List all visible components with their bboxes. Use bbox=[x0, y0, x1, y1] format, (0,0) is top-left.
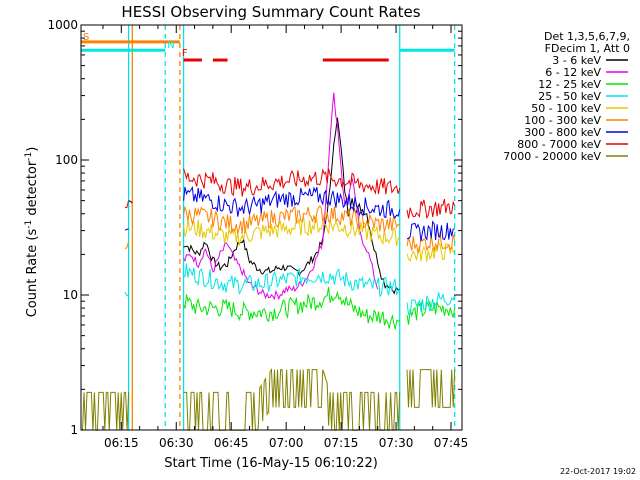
series-1 bbox=[183, 92, 379, 301]
legend-label-6: 300 - 800 keV bbox=[524, 126, 601, 139]
y-axis-title-sup2: -1 bbox=[24, 152, 34, 161]
y-tick-label-3: 1000 bbox=[47, 18, 78, 32]
series-3-line-2 bbox=[406, 292, 456, 316]
axes: 1 10 100 1000 06:15 06:30 06:45 07:00 07:15 07:30… bbox=[47, 18, 468, 450]
flag-label-N: N bbox=[167, 40, 174, 51]
flag-label-F: F bbox=[182, 48, 188, 59]
x-tick-label-0: 06:15 bbox=[104, 436, 139, 450]
series-7-line-1 bbox=[183, 168, 401, 197]
legend-label-3: 25 - 50 keV bbox=[538, 90, 601, 103]
x-tick-label-1: 06:30 bbox=[159, 436, 194, 450]
flag-bars: S NF bbox=[81, 32, 455, 62]
series-4-line-1 bbox=[406, 241, 455, 263]
legend-header-1: Det 1,3,5,6,7,9, bbox=[544, 30, 630, 43]
y-axis-title-sup1: -1 bbox=[24, 220, 34, 229]
time-markers bbox=[127, 25, 456, 430]
series-2-line-1 bbox=[406, 299, 456, 325]
series-5-line-1 bbox=[183, 205, 400, 235]
x-tick-label-3: 07:00 bbox=[269, 436, 304, 450]
y-axis-title-end: ) bbox=[25, 147, 40, 152]
series-7 bbox=[124, 168, 456, 220]
x-tick-label-5: 07:30 bbox=[379, 436, 414, 450]
legend-label-7: 800 - 7000 keV bbox=[517, 138, 601, 151]
x-tick-label-2: 06:45 bbox=[214, 436, 249, 450]
series-1-line-0 bbox=[183, 92, 379, 301]
series-3 bbox=[124, 263, 456, 316]
series-0-line-0 bbox=[128, 200, 133, 204]
series-6 bbox=[124, 185, 455, 242]
chart-title: HESSI Observing Summary Count Rates bbox=[121, 3, 420, 21]
y-axis-title-mid: detector bbox=[25, 160, 40, 220]
legend-label-4: 50 - 100 keV bbox=[531, 102, 601, 115]
series-3-line-0 bbox=[124, 291, 129, 297]
y-tick-label-0: 1 bbox=[70, 423, 78, 437]
plot-border bbox=[80, 24, 463, 431]
legend-label-5: 100 - 300 keV bbox=[524, 114, 601, 127]
legend-label-1: 6 - 12 keV bbox=[545, 66, 601, 79]
series-3-line-1 bbox=[183, 263, 401, 298]
series-6-line-0 bbox=[124, 228, 129, 231]
series-0 bbox=[128, 117, 400, 295]
legend-header-2: FDecim 1, Att 0 bbox=[545, 42, 630, 55]
series-2-line-0 bbox=[183, 287, 400, 330]
series-6-line-2 bbox=[406, 220, 455, 242]
series-0-line-1 bbox=[183, 117, 400, 295]
legend-label-8: 7000 - 20000 keV bbox=[503, 150, 601, 163]
x-tick-label-4: 07:15 bbox=[324, 436, 359, 450]
legend-label-0: 3 - 6 keV bbox=[552, 54, 601, 67]
series-5-line-0 bbox=[124, 241, 130, 250]
flag-label-S: S bbox=[83, 32, 89, 43]
y-axis-title: Count Rate (s-1 detector-1) bbox=[24, 147, 40, 318]
footer-date: 22-Oct-2017 19:02 bbox=[560, 467, 636, 476]
y-tick-label-1: 10 bbox=[63, 288, 78, 302]
series-8-line-2 bbox=[406, 369, 456, 408]
x-tick-label-6: 07:45 bbox=[434, 436, 469, 450]
series-2 bbox=[183, 287, 456, 330]
y-axis-title-main: Count Rate (s bbox=[25, 229, 40, 318]
legend-label-2: 12 - 25 keV bbox=[538, 78, 601, 91]
legend: Det 1,3,5,6,7,9, FDecim 1, Att 0 3 - 6 k… bbox=[503, 30, 630, 163]
series-layer bbox=[81, 92, 456, 431]
series-6-line-1 bbox=[183, 185, 401, 219]
series-7-line-2 bbox=[406, 198, 456, 220]
series-7-line-0 bbox=[124, 200, 130, 209]
y-tick-label-2: 100 bbox=[55, 153, 78, 167]
x-axis-title: Start Time (16-May-15 06:10:22) bbox=[164, 456, 378, 471]
